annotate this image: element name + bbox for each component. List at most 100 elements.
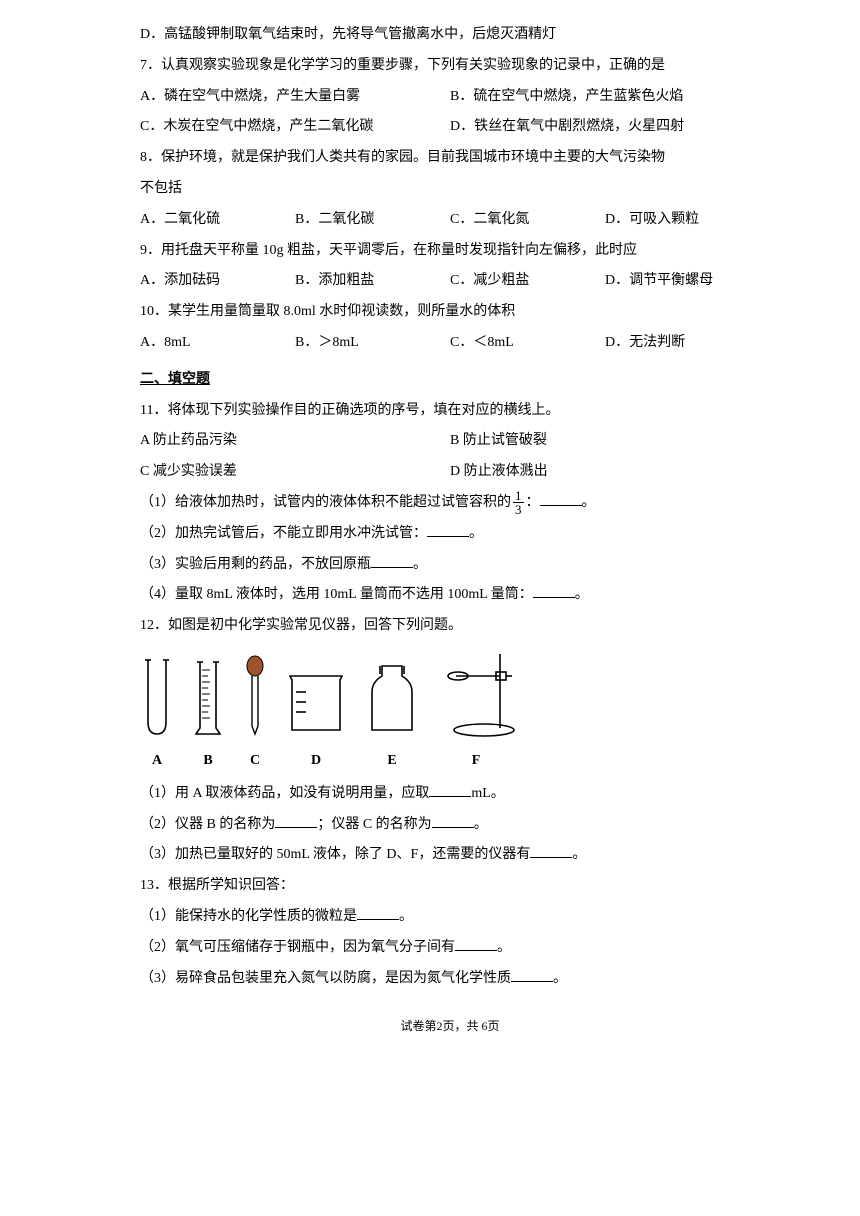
dropper-icon	[242, 654, 268, 740]
q11-part3: （3）实验后用剩的药品，不放回原瓶 。	[140, 550, 760, 581]
q11-blank1[interactable]	[540, 491, 582, 506]
q10-opt-b: B．＞8mL	[295, 328, 450, 359]
q13-p2a: （2）氧气可压缩储存于钢瓶中，因为氧气分子间有	[140, 940, 455, 955]
q9-opt-a: A．添加砝码	[140, 266, 295, 297]
q11-choice-c: C 减少实验误差	[140, 457, 450, 488]
q12-blank3[interactable]	[530, 843, 572, 858]
q11-p1b: ：	[526, 495, 540, 510]
q12-blank2a[interactable]	[275, 812, 317, 827]
apparatus-a-label: A	[152, 746, 162, 777]
q11-p3a: （3）实验后用剩的药品，不放回原瓶	[140, 557, 371, 572]
q12-blank2b[interactable]	[432, 812, 474, 827]
q10-opt-c: C．＜8mL	[450, 328, 605, 359]
q11-p1c: 。	[582, 495, 596, 510]
apparatus-e: E	[364, 660, 420, 777]
q12-p1b: mL。	[471, 786, 504, 801]
q10-stem: 10．某学生用量筒量取 8.0ml 水时仰视读数，则所量水的体积	[140, 297, 760, 328]
q9-opt-b: B．添加粗盐	[295, 266, 450, 297]
q11-choice-a: A 防止药品污染	[140, 426, 450, 457]
apparatus-f: F	[436, 650, 516, 777]
apparatus-c: C	[242, 654, 268, 777]
q8-stem-l1: 8．保护环境，就是保护我们人类共有的家园。目前我国城市环境中主要的大气污染物	[140, 143, 760, 174]
test-tube-icon	[140, 654, 174, 740]
q10-opts: A．8mL B．＞8mL C．＜8mL D．无法判断	[140, 328, 760, 359]
q10-opt-a: A．8mL	[140, 328, 295, 359]
q13-p1b: 。	[399, 909, 413, 924]
apparatus-d-label: D	[311, 746, 321, 777]
q11-part4: （4）量取 8mL 液体时，选用 10mL 量筒而不选用 100mL 量筒： 。	[140, 580, 760, 611]
q8-opts: A．二氧化硫 B．二氧化碳 C．二氧化氮 D．可吸入颗粒	[140, 205, 760, 236]
frac-num: 1	[513, 489, 524, 503]
apparatus-c-label: C	[250, 746, 260, 777]
q7-stem: 7．认真观察实验现象是化学学习的重要步骤，下列有关实验现象的记录中，正确的是	[140, 51, 760, 82]
dropper-bulb	[247, 656, 263, 676]
q12-p3b: 。	[572, 847, 586, 862]
q12-p2b: ；仪器 C 的名称为	[317, 817, 431, 832]
apparatus-b: B	[190, 654, 226, 777]
q12-blank1[interactable]	[429, 781, 471, 796]
q11-row1: A 防止药品污染 B 防止试管破裂	[140, 426, 760, 457]
q8-opt-d: D．可吸入颗粒	[605, 205, 760, 236]
apparatus-f-label: F	[472, 746, 481, 777]
q11-blank2[interactable]	[427, 521, 469, 536]
q11-p1a: （1）给液体加热时，试管内的液体体积不能超过试管容积的	[140, 495, 511, 510]
page-footer: 试卷第2页，共 6页	[140, 1018, 760, 1035]
q10-opt-d: D．无法判断	[605, 328, 760, 359]
q12-part2: （2）仪器 B 的名称为 ；仪器 C 的名称为 。	[140, 810, 760, 841]
iron-stand-icon	[436, 650, 516, 740]
q7-opt-a: A．磷在空气中燃烧，产生大量白雾	[140, 82, 450, 113]
apparatus-b-label: B	[203, 746, 212, 777]
q11-choice-b: B 防止试管破裂	[450, 426, 760, 457]
q13-part2: （2）氧气可压缩储存于钢瓶中，因为氧气分子间有。	[140, 933, 760, 964]
q13-stem: 13．根据所学知识回答：	[140, 871, 760, 902]
q11-blank4[interactable]	[533, 583, 575, 598]
q12-p3a: （3）加热已量取好的 50mL 液体，除了 D、F，还需要的仪器有	[140, 847, 530, 862]
apparatus-d: D	[284, 668, 348, 777]
frac-den: 3	[513, 503, 524, 516]
q12-part3: （3）加热已量取好的 50mL 液体，除了 D、F，还需要的仪器有 。	[140, 840, 760, 871]
q11-part1: （1）给液体加热时，试管内的液体体积不能超过试管容积的13： 。	[140, 488, 760, 519]
q7-opt-b: B．硫在空气中燃烧，产生蓝紫色火焰	[450, 82, 760, 113]
q11-stem: 11．将体现下列实验操作目的正确选项的序号，填在对应的横线上。	[140, 396, 760, 427]
q13-p3a: （3）易碎食品包装里充入氮气以防腐，是因为氮气化学性质	[140, 971, 511, 986]
q7-row2: C．木炭在空气中燃烧，产生二氧化碳 D．铁丝在氧气中剧烈燃烧，火星四射	[140, 112, 760, 143]
q13-blank1[interactable]	[357, 905, 399, 920]
q11-row2: C 减少实验误差 D 防止液体溅出	[140, 457, 760, 488]
q11-p4a: （4）量取 8mL 液体时，选用 10mL 量筒而不选用 100mL 量筒：	[140, 587, 533, 602]
q11-p3b: 。	[413, 557, 427, 572]
q9-opt-c: C．减少粗盐	[450, 266, 605, 297]
q12-p2a: （2）仪器 B 的名称为	[140, 817, 275, 832]
q11-p2a: （2）加热完试管后，不能立即用水冲洗试管：	[140, 526, 427, 541]
q6d-label: D．	[140, 27, 164, 42]
q11-blank3[interactable]	[371, 552, 413, 567]
q9-opts: A．添加砝码 B．添加粗盐 C．减少粗盐 D．调节平衡螺母	[140, 266, 760, 297]
q8-opt-b: B．二氧化碳	[295, 205, 450, 236]
q13-p3b: 。	[553, 971, 567, 986]
q7-opt-c: C．木炭在空气中燃烧，产生二氧化碳	[140, 112, 450, 143]
q8-stem-l2: 不包括	[140, 174, 760, 205]
q11-p4b: 。	[575, 587, 589, 602]
graduated-cylinder-icon	[190, 654, 226, 740]
q9-opt-d: D．调节平衡螺母	[605, 266, 760, 297]
section2-heading: 二、填空题	[140, 365, 760, 396]
q11-part2: （2）加热完试管后，不能立即用水冲洗试管： 。	[140, 519, 760, 550]
beaker-icon	[284, 668, 348, 740]
q13-blank3[interactable]	[511, 966, 553, 981]
fraction-one-third: 13	[513, 489, 524, 516]
q6-opt-d: D．高锰酸钾制取氧气结束时，先将导气管撤离水中，后熄灭酒精灯	[140, 20, 760, 51]
q12-p2c: 。	[474, 817, 488, 832]
q9-stem: 9．用托盘天平称量 10g 粗盐，天平调零后，在称量时发现指针向左偏移，此时应	[140, 236, 760, 267]
q12-p1a: （1）用 A 取液体药品，如没有说明用量，应取	[140, 786, 429, 801]
q7-opt-d: D．铁丝在氧气中剧烈燃烧，火星四射	[450, 112, 760, 143]
q13-blank2[interactable]	[455, 935, 497, 950]
q7-row1: A．磷在空气中燃烧，产生大量白雾 B．硫在空气中燃烧，产生蓝紫色火焰	[140, 82, 760, 113]
apparatus-a: A	[140, 654, 174, 777]
q13-part3: （3）易碎食品包装里充入氮气以防腐，是因为氮气化学性质 。	[140, 964, 760, 995]
q13-part1: （1）能保持水的化学性质的微粒是 。	[140, 902, 760, 933]
apparatus-diagram: A B	[140, 642, 760, 779]
bottle-icon	[364, 660, 420, 740]
q11-p2b: 。	[469, 526, 483, 541]
footer-text: 试卷第2页，共 6页	[400, 1019, 499, 1033]
q13-p1a: （1）能保持水的化学性质的微粒是	[140, 909, 357, 924]
q6d-text: 高锰酸钾制取氧气结束时，先将导气管撤离水中，后熄灭酒精灯	[164, 27, 556, 42]
